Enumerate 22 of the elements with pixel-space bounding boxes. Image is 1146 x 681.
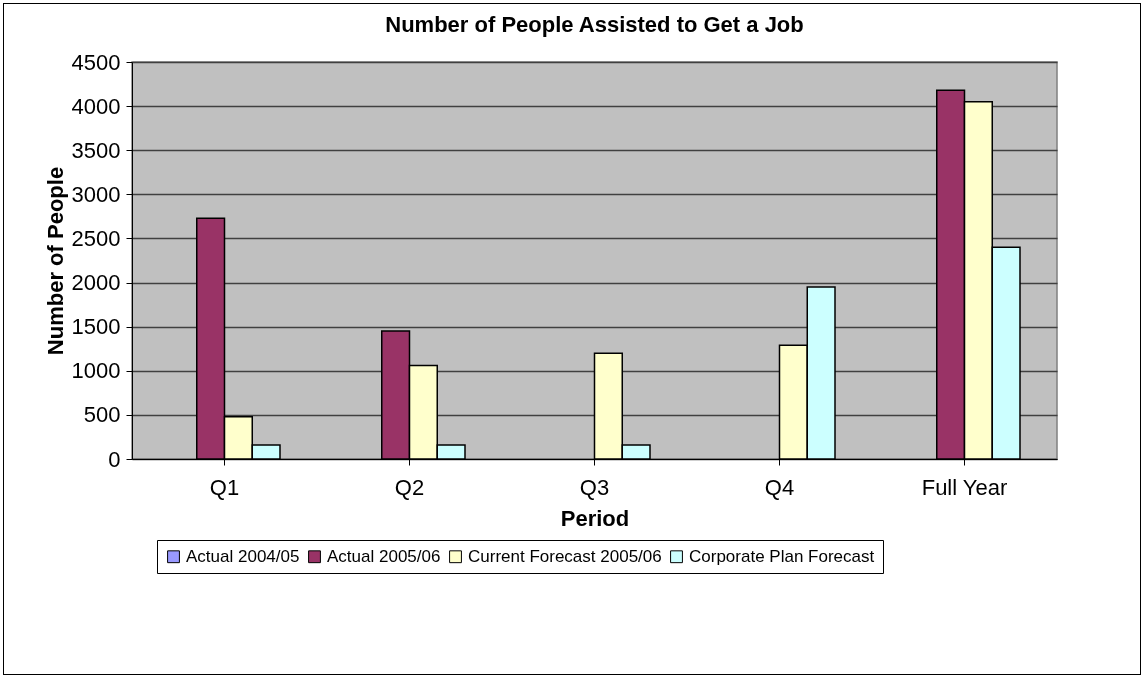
y-tick-label: 1500 (71, 314, 121, 340)
x-tick-label: Q4 (764, 474, 795, 500)
x-tick-label: Q1 (209, 474, 240, 500)
y-tick-label: 2000 (71, 270, 121, 296)
legend-label: Corporate Plan Forecast (689, 546, 875, 566)
y-tick-label: 3500 (71, 137, 121, 163)
y-axis-title: Number of People (42, 166, 68, 356)
chart-title: Number of People Assisted to Get a Job (385, 12, 804, 37)
y-tick-label: 4500 (71, 49, 121, 75)
y-tick-label: 1000 (71, 358, 121, 384)
x-axis-title: Period (560, 505, 630, 531)
legend-label: Actual 2004/05 (186, 546, 300, 566)
y-tick-label: 4000 (71, 93, 121, 119)
legend-label: Actual 2005/06 (327, 546, 441, 566)
x-tick-label: Q3 (579, 474, 610, 500)
x-tick-label: Q2 (394, 474, 425, 500)
x-tick-label: Full Year (921, 474, 1008, 500)
y-tick-label: 0 (108, 446, 121, 472)
y-tick-label: 500 (83, 402, 121, 428)
y-tick-label: 3000 (71, 181, 121, 207)
y-tick-label: 2500 (71, 225, 121, 251)
legend-label: Current Forecast 2005/06 (468, 546, 662, 566)
